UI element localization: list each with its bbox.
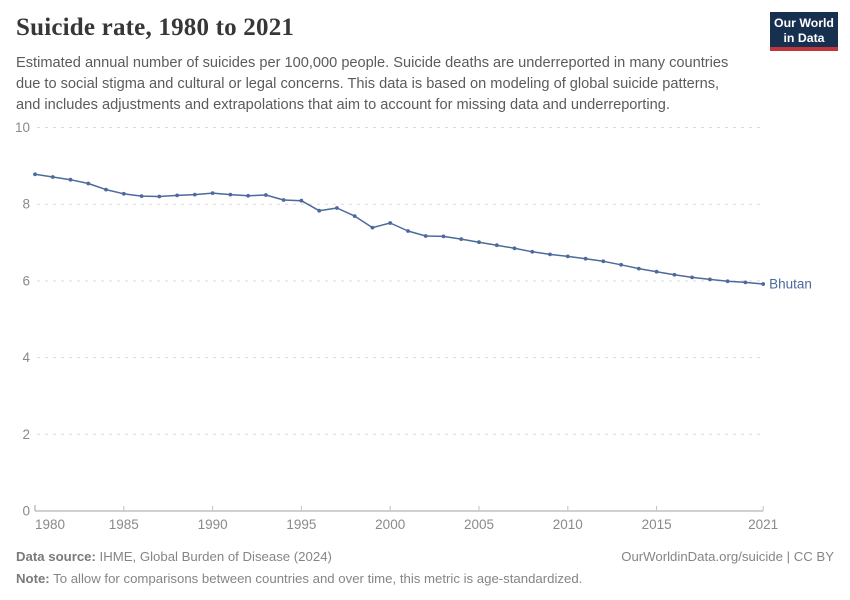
x-axis-tick-label: 1985 [109,517,139,532]
data-point [654,269,659,274]
subtitle-line: and includes adjustments and extrapolati… [16,97,670,113]
data-point [690,275,694,280]
data-point [743,280,748,285]
x-axis-tick-label: 2005 [464,517,494,532]
data-point [708,277,712,282]
data-point [565,254,570,259]
data-point [619,262,623,267]
footer-row-note: Note: To allow for comparisons between c… [16,568,834,590]
y-axis-tick-label: 4 [22,350,30,365]
data-point [761,282,766,286]
data-point [441,234,446,239]
x-axis-tick-label: 2010 [553,517,583,532]
data-point [512,246,517,251]
data-point [725,279,730,284]
data-point [86,181,91,186]
data-point [299,198,304,203]
chart-footer: Data source: IHME, Global Burden of Dise… [16,546,834,590]
owid-logo[interactable]: Our World in Data [770,12,838,51]
datasource-value: IHME, Global Burden of Disease (2024) [95,549,332,564]
owid-url-link[interactable]: OurWorldinData.org/suicide | CC BY [621,549,834,564]
y-axis-tick-label: 8 [22,197,30,212]
owid-logo-line1: Our World [774,16,834,30]
data-point [583,256,588,261]
data-point [477,240,481,245]
data-point [210,191,215,196]
data-point [494,243,499,248]
y-axis-tick-label: 10 [15,120,30,135]
note-label: Note: [16,571,50,586]
data-point [157,194,162,199]
note-value: To allow for comparisons between countri… [49,571,583,586]
owid-logo-line2: in Data [783,30,825,45]
footer-row-datasource: Data source: IHME, Global Burden of Dise… [16,546,834,568]
data-point [175,193,180,198]
data-point [264,193,268,197]
data-point [423,234,428,238]
data-point [317,208,322,213]
data-point [139,194,144,199]
data-point [388,221,393,225]
data-point [406,229,410,233]
data-point [459,237,464,242]
data-line-bhutan [34,173,764,285]
entity-label-bhutan[interactable]: Bhutan [769,276,812,291]
data-point [121,191,126,196]
x-axis-tick-label: 2000 [375,517,405,532]
data-point [636,266,641,271]
page-title: Suicide rate, 1980 to 2021 [16,14,295,41]
data-point [50,175,55,179]
chart-subtitle: Estimated annual number of suicides per … [16,53,728,116]
data-point [228,192,233,197]
subtitle-line: due to social stigma and cultural or leg… [16,76,720,92]
data-point [335,206,339,210]
x-axis-tick-label: 2015 [642,517,672,532]
subtitle-line: Estimated annual number of suicides per … [16,55,729,71]
data-point [530,249,535,254]
datasource-text: Data source: IHME, Global Burden of Dise… [16,546,332,568]
data-point [246,193,251,198]
y-axis-tick-label: 6 [22,273,30,288]
data-point [548,252,552,257]
x-axis-tick-label: 1990 [198,517,228,532]
data-point [352,214,357,219]
x-axis-tick-label: 1980 [35,517,65,532]
data-point [104,187,108,192]
data-point [281,198,286,202]
data-point [33,172,37,177]
x-axis-tick-label: 2021 [748,517,778,532]
data-point [68,177,73,182]
data-point [672,272,677,277]
y-axis-tick-label: 0 [22,504,30,519]
data-point [601,259,606,264]
data-point [370,225,375,230]
x-axis-tick-label: 1995 [286,517,316,532]
y-axis-tick-label: 2 [22,427,30,442]
datasource-label: Data source: [16,549,96,564]
data-point [192,192,197,197]
